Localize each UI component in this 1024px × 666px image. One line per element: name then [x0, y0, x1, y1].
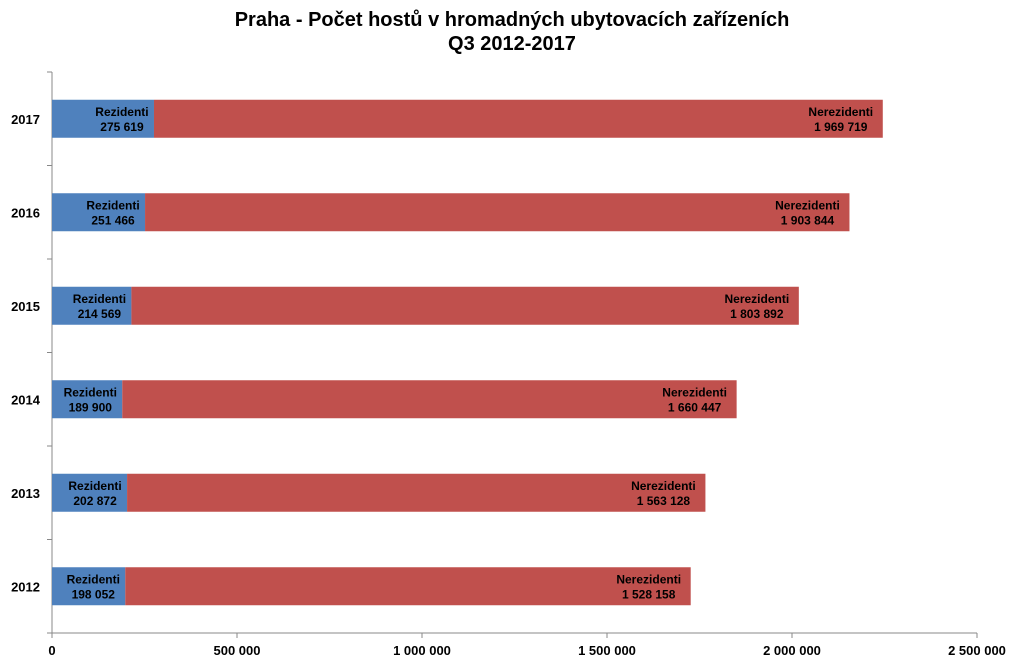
bar-nerezidenti	[125, 567, 691, 606]
data-label-rezidenti-value: 189 900	[69, 400, 113, 414]
data-label-rezidenti-name: Rezidenti	[64, 385, 117, 399]
x-tick-label: 1 000 000	[393, 643, 451, 658]
chart-title-line1: Praha - Počet hostů v hromadných ubytova…	[234, 9, 790, 31]
data-label-rezidenti-name: Rezidenti	[95, 105, 148, 119]
bar-rezidenti	[52, 473, 128, 512]
x-tick-label: 1 500 000	[578, 643, 636, 658]
data-label-rezidenti-value: 202 872	[73, 494, 117, 508]
data-label-rezidenti-value: 275 619	[100, 120, 144, 134]
bar-rezidenti	[52, 380, 123, 419]
data-label-rezidenti-name: Rezidenti	[68, 479, 121, 493]
bar-rezidenti	[52, 193, 146, 232]
bar-nerezidenti	[153, 99, 883, 138]
data-label-nerezidenti-name: Nerezidenti	[662, 385, 727, 399]
y-category-label: 2013	[11, 486, 40, 501]
data-label-nerezidenti-value: 1 563 128	[637, 494, 691, 508]
y-category-label: 2012	[11, 579, 40, 594]
data-label-rezidenti-value: 214 569	[78, 307, 122, 321]
bar-nerezidenti	[145, 193, 850, 232]
data-label-nerezidenti-value: 1 803 892	[730, 307, 784, 321]
bar-nerezidenti	[131, 286, 799, 325]
data-label-nerezidenti-name: Nerezidenti	[631, 479, 696, 493]
data-label-rezidenti-name: Rezidenti	[73, 292, 126, 306]
data-label-nerezidenti-name: Nerezidenti	[616, 572, 681, 586]
x-tick-label: 2 500 000	[948, 643, 1006, 658]
data-label-rezidenti-value: 251 466	[91, 213, 135, 227]
x-tick-label: 500 000	[214, 643, 261, 658]
data-label-nerezidenti-name: Nerezidenti	[775, 198, 840, 212]
y-category-label: 2015	[11, 299, 40, 314]
bar-nerezidenti	[127, 473, 706, 512]
data-label-nerezidenti-value: 1 528 158	[622, 587, 676, 601]
data-label-nerezidenti-name: Nerezidenti	[808, 105, 873, 119]
x-tick-label: 2 000 000	[763, 643, 821, 658]
y-category-label: 2017	[11, 112, 40, 127]
x-tick-label: 0	[48, 643, 55, 658]
data-label-nerezidenti-name: Nerezidenti	[724, 292, 789, 306]
chart-title: Praha - Počet hostů v hromadných ubytova…	[0, 8, 1024, 56]
data-label-rezidenti-value: 198 052	[72, 587, 116, 601]
data-label-nerezidenti-value: 1 903 844	[781, 213, 835, 227]
data-label-nerezidenti-value: 1 969 719	[814, 120, 868, 134]
y-category-label: 2016	[11, 205, 40, 220]
y-category-label: 2014	[11, 392, 41, 407]
bar-rezidenti	[52, 99, 154, 138]
bar-nerezidenti	[122, 380, 737, 419]
bar-rezidenti	[52, 286, 132, 325]
data-label-rezidenti-name: Rezidenti	[67, 572, 120, 586]
chart-title-line2: Q3 2012-2017	[448, 33, 576, 55]
bar-rezidenti	[52, 567, 126, 606]
data-label-nerezidenti-value: 1 660 447	[668, 400, 722, 414]
data-label-rezidenti-name: Rezidenti	[86, 198, 139, 212]
